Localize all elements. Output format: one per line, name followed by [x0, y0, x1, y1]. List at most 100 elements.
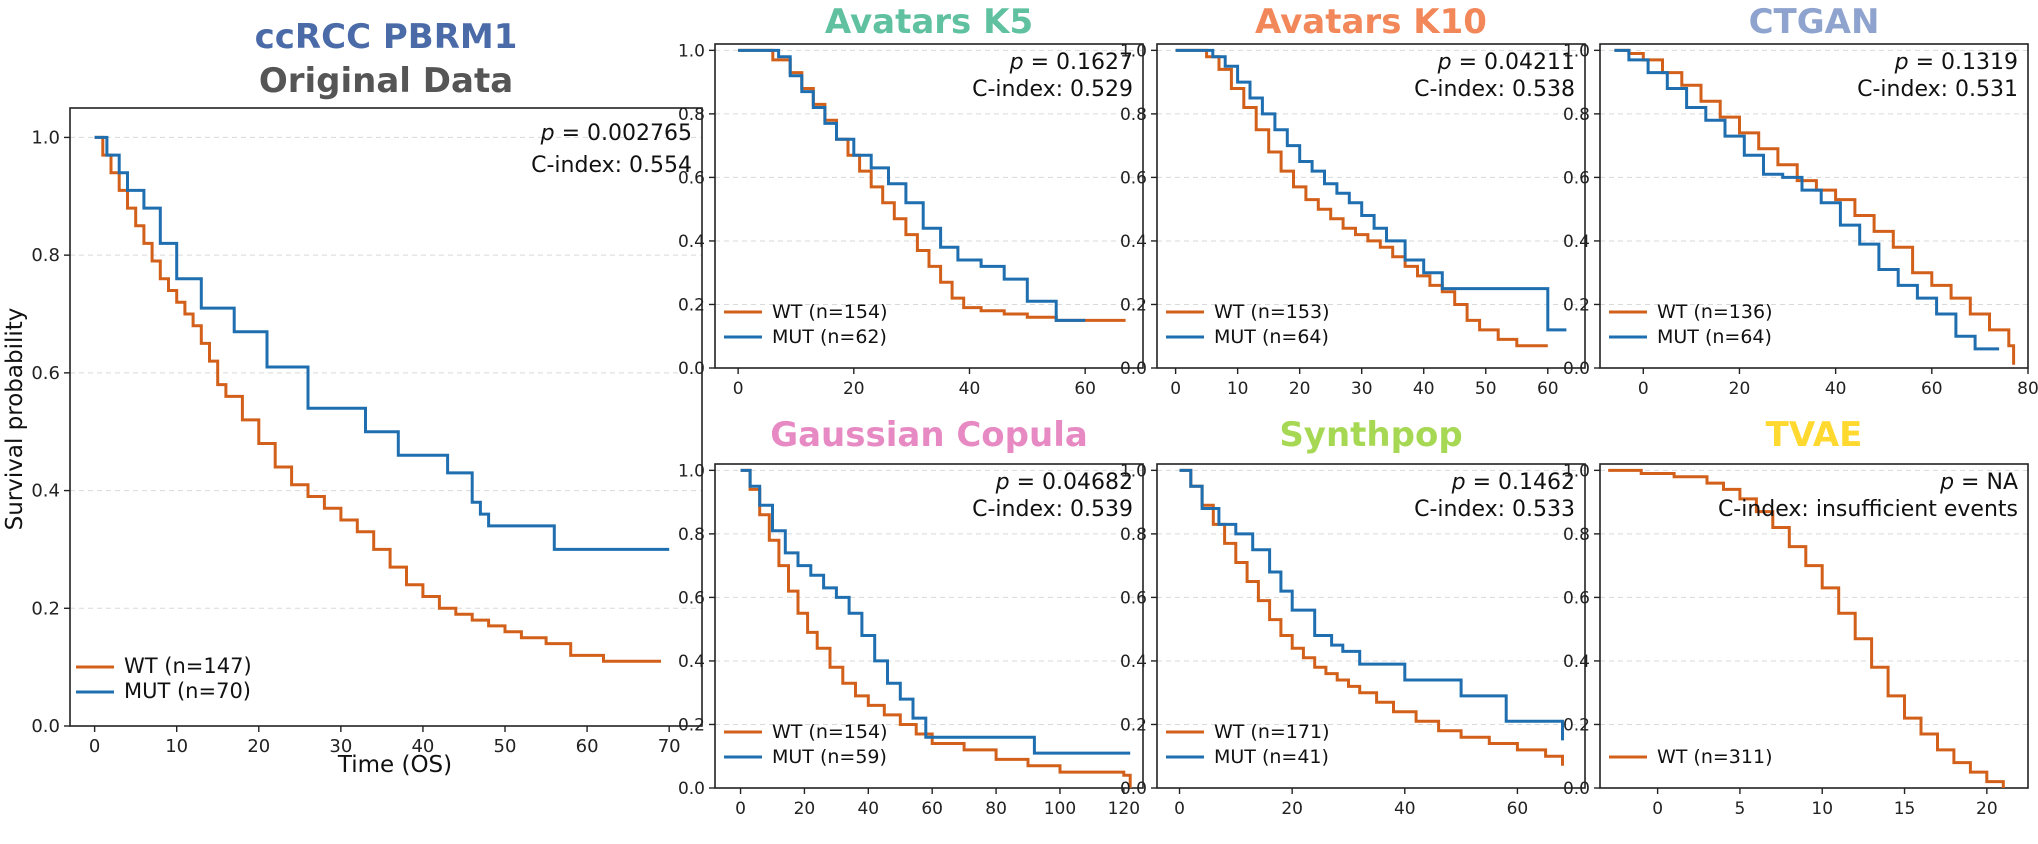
y-tick-label: 0.4: [678, 232, 705, 252]
y-tick-label: 1.0: [1120, 461, 1147, 481]
y-tick-label: 0.2: [678, 295, 705, 315]
x-tick-label: 60: [1921, 379, 1943, 399]
y-tick-label: 0.2: [1120, 715, 1147, 735]
series-line-wt: [740, 468, 1132, 788]
y-tick-label: 0.6: [1563, 588, 1590, 608]
plot-frame: [714, 43, 1144, 369]
x-tick-label: 30: [1351, 379, 1373, 399]
y-tick-label: 0.6: [678, 588, 705, 608]
x-tick-label: 10: [1227, 379, 1249, 399]
panel-k10: Avatars K10 0.0 0.2 0.4 0.6 0.8 1.0 0 10 20 30 40 50…: [1120, 2, 1586, 399]
p-value-label: p = 0.1627: [1009, 50, 1133, 75]
c-index-label: C-index: 0.533: [1414, 497, 1575, 522]
y-tick-label: 0.0: [1120, 359, 1147, 379]
series-line-mut: [738, 48, 1086, 322]
x-tick-label: 0: [1170, 379, 1181, 399]
series-line-wt: [1608, 468, 2005, 788]
plot-frame: [714, 463, 1144, 789]
p-value: = 0.1319: [1909, 50, 2018, 75]
y-tick-label: 1.0: [678, 41, 705, 61]
panel-title: Original Data: [259, 61, 513, 101]
y-tick-label: 0.4: [1563, 652, 1590, 672]
legend-entry: MUT (n=64): [1657, 326, 1772, 348]
y-tick-label: 0.0: [1563, 359, 1590, 379]
y-tick-label: 0.0: [31, 716, 60, 737]
y-tick-label: 1.0: [678, 461, 705, 481]
p-value: = 0.1462: [1466, 470, 1575, 495]
p-value-label: p = 0.04211: [1437, 50, 1575, 75]
y-tick-label: 1.0: [31, 127, 60, 148]
y-tick-label: 0.2: [31, 598, 60, 619]
y-tick-label: 0.8: [1563, 525, 1590, 545]
series-line-mut: [1175, 48, 1567, 332]
y-axis-label: Survival probability: [2, 308, 28, 531]
p-symbol: p: [1451, 470, 1466, 495]
legend-entry: MUT (n=70): [124, 679, 251, 703]
series-line-wt: [1179, 468, 1564, 766]
p-symbol: p: [1437, 50, 1452, 75]
legend-entry: WT (n=171): [1214, 721, 1329, 743]
x-tick-label: 20: [1976, 799, 1998, 819]
series-line-mut: [1614, 48, 2000, 351]
y-tick-label: 0.0: [678, 359, 705, 379]
x-tick-label: 0: [1652, 799, 1663, 819]
p-value: = 0.04682: [1010, 470, 1133, 495]
y-tick-label: 0.2: [1563, 295, 1590, 315]
y-tick-label: 0.2: [678, 715, 705, 735]
p-symbol: p: [1939, 470, 1954, 495]
x-axis-label: Time (OS): [337, 752, 452, 778]
legend-entry: WT (n=311): [1657, 746, 1772, 768]
panel-title: Avatars K10: [1255, 2, 1487, 42]
x-tick-label: 120: [1108, 799, 1140, 819]
x-tick-label: 70: [658, 736, 681, 757]
x-tick-label: 40: [959, 379, 981, 399]
series-line-mut: [94, 135, 670, 551]
x-tick-label: 60: [576, 736, 599, 757]
x-tick-label: 50: [494, 736, 517, 757]
legend-entry: WT (n=153): [1214, 301, 1329, 323]
p-symbol: p: [1894, 50, 1909, 75]
plot-frame: [69, 107, 703, 727]
x-tick-label: 20: [1729, 379, 1751, 399]
series-line-wt: [1175, 48, 1548, 348]
p-value-label: p = 0.002765: [540, 121, 692, 146]
panel-k5: Avatars K5 0.0 0.2 0.4 0.6 0.8 1.0 0 20 40 60 p = 0…: [678, 2, 1144, 399]
y-tick-label: 1.0: [1563, 41, 1590, 61]
x-tick-label: 40: [1825, 379, 1847, 399]
plot-frame: [1156, 463, 1586, 789]
x-tick-label: 15: [1894, 799, 1916, 819]
p-value-label: p = 0.04682: [995, 470, 1133, 495]
x-tick-label: 0: [1638, 379, 1649, 399]
x-tick-label: 20: [1281, 799, 1303, 819]
x-tick-label: 20: [247, 736, 270, 757]
plot-frame: [1599, 463, 2029, 789]
y-tick-label: 0.8: [1563, 105, 1590, 125]
y-tick-label: 0.0: [678, 779, 705, 799]
y-tick-label: 0.6: [1120, 588, 1147, 608]
panel-tvae: TVAE 0.0 0.2 0.4 0.6 0.8 1.0 0 5 10 15 20 p = NAC-in…: [1563, 415, 2029, 819]
y-tick-label: 0.0: [1563, 779, 1590, 799]
p-value: = 0.04211: [1452, 50, 1575, 75]
series-line-mut: [740, 468, 1131, 755]
x-tick-label: 5: [1735, 799, 1746, 819]
p-symbol: p: [995, 470, 1010, 495]
c-index-label: C-index: 0.539: [972, 497, 1133, 522]
c-index-label: C-index: 0.531: [1857, 77, 2018, 102]
y-tick-label: 0.6: [1563, 168, 1590, 188]
x-tick-label: 10: [165, 736, 188, 757]
panel-title: Synthpop: [1279, 415, 1462, 455]
x-tick-label: 20: [1289, 379, 1311, 399]
x-tick-label: 10: [1811, 799, 1833, 819]
x-tick-label: 40: [1394, 799, 1416, 819]
legend-entry: WT (n=154): [772, 721, 887, 743]
panel-ctgan: CTGAN 0.0 0.2 0.4 0.6 0.8 1.0 0 20 40 60 80 p = 0.13…: [1563, 2, 2038, 399]
y-tick-label: 0.4: [1120, 232, 1147, 252]
panel-gauss: Gaussian Copula 0.0 0.2 0.4 0.6 0.8 1.0 0 20 40 60…: [678, 415, 1144, 819]
p-value: = NA: [1954, 470, 2018, 495]
p-value-label: p = 0.1462: [1451, 470, 1575, 495]
x-tick-label: 80: [985, 799, 1007, 819]
y-tick-label: 0.8: [678, 105, 705, 125]
panel-title: TVAE: [1766, 415, 1863, 455]
